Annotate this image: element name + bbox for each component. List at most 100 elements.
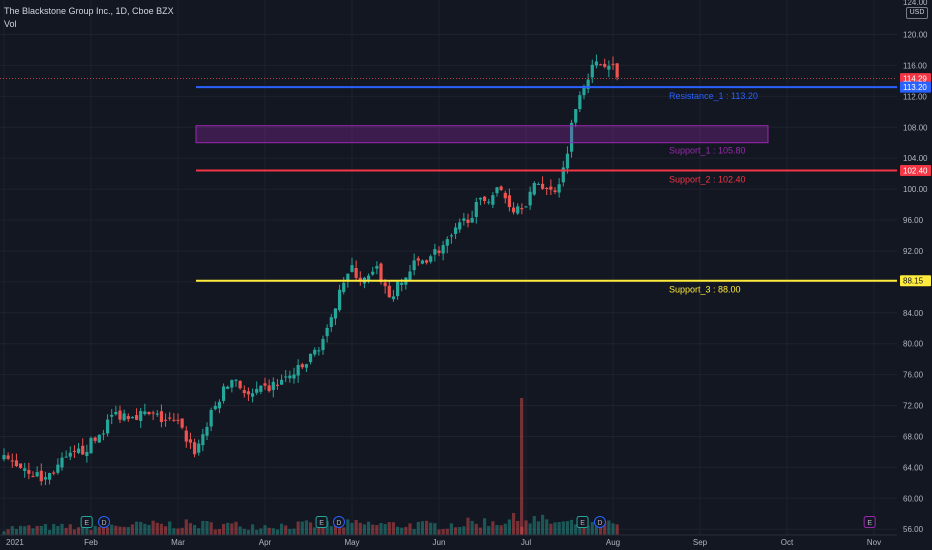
volume-bar (470, 520, 474, 535)
price-axis-tick: 100.00 (903, 185, 928, 194)
candle-up (441, 245, 445, 254)
candle-up (114, 411, 118, 415)
earnings-marker (863, 516, 876, 528)
candle-down (163, 419, 168, 421)
volume-bar (296, 521, 300, 535)
time-axis-label: Feb (84, 538, 98, 547)
earnings-marker (576, 516, 589, 528)
volume-bar (205, 520, 209, 535)
candle-down (18, 463, 23, 468)
candle-down (354, 268, 358, 278)
volume-bar (453, 527, 458, 535)
candle-up (143, 411, 147, 415)
candle-up (259, 385, 263, 392)
volume-bar (14, 528, 19, 535)
volume-bar (408, 523, 412, 535)
candle-up (97, 434, 101, 443)
chart-symbol-title: The Blackstone Group Inc., 1D, Cboe BZX (4, 6, 174, 16)
candle-up (557, 184, 561, 193)
candle-up (487, 201, 491, 203)
candle-up (197, 443, 201, 453)
volume-bar (379, 522, 383, 535)
price-badge (900, 73, 931, 85)
candle-up (474, 202, 478, 217)
volume-bar (499, 525, 503, 535)
candle-down (540, 183, 545, 189)
candle-down (499, 186, 503, 191)
price-axis-tick: 68.00 (903, 432, 924, 441)
volume-bar (168, 521, 172, 535)
candle-up (462, 218, 466, 221)
volume-bar (569, 519, 574, 535)
candle-down (39, 470, 43, 482)
candle-up (89, 437, 93, 454)
volume-bar (209, 522, 213, 535)
candle-down (151, 412, 155, 414)
currency-badge[interactable]: USD (906, 7, 928, 19)
level-label: Resistance_1 : 113.20 (669, 91, 758, 101)
volume-bar (553, 522, 557, 535)
price-axis-tick: 92.00 (903, 247, 924, 256)
volume-bar (23, 526, 27, 535)
volume-bar (288, 528, 292, 535)
volume-bar (611, 523, 615, 535)
volume-bar (89, 530, 93, 535)
volume-bar (516, 520, 520, 535)
volume-bar (31, 528, 35, 535)
volume-bar (27, 525, 31, 535)
volume-bar (524, 520, 528, 535)
volume-bar (574, 524, 578, 535)
candle-up (329, 317, 333, 328)
volume-bar (184, 519, 188, 535)
candle-up (201, 434, 205, 446)
candle-down (242, 390, 246, 394)
price-axis-tick: 56.00 (903, 525, 924, 534)
candle-up (594, 61, 599, 66)
candle-up (516, 206, 520, 214)
price-badge (900, 81, 931, 93)
candle-down (482, 196, 487, 202)
volume-bar (6, 529, 10, 535)
candle-up (130, 417, 135, 419)
candle-down (300, 364, 304, 368)
volume-bar (404, 526, 408, 535)
volume-bar (321, 527, 325, 535)
volume-bar (337, 522, 342, 535)
volume-bar (304, 520, 309, 535)
price-axis-tick: 108.00 (903, 123, 928, 132)
candle-up (284, 376, 288, 378)
volume-bar (43, 524, 48, 535)
candle-up (569, 122, 574, 152)
candle-up (2, 455, 6, 460)
volume-bar (267, 527, 271, 535)
volume-bar (582, 525, 586, 535)
candle-up (122, 413, 126, 421)
candle-down (598, 64, 603, 66)
candle-down (238, 380, 242, 389)
volume-bar (487, 526, 491, 535)
volume-bar (114, 525, 118, 535)
candle-down (511, 207, 516, 213)
volume-bar (615, 524, 619, 535)
volume-bar (246, 529, 251, 535)
candle-down (503, 192, 507, 199)
candle-down (520, 208, 524, 210)
price-badge-label: 88.15 (903, 277, 924, 286)
volume-bar (10, 526, 14, 535)
volume-bar (520, 526, 524, 535)
candle-up (607, 65, 611, 70)
earnings-marker (80, 516, 93, 528)
volume-bar (118, 526, 122, 535)
candle-up (433, 249, 437, 255)
time-axis-label: Mar (171, 538, 185, 547)
time-axis-label: May (344, 538, 359, 547)
volume-bar (68, 524, 72, 535)
candle-down (466, 219, 470, 223)
candle-up (532, 182, 536, 195)
level-label: Support_2 : 102.40 (669, 175, 746, 185)
volume-bar (159, 523, 164, 535)
volume-bar (85, 524, 89, 535)
candle-up (313, 349, 317, 355)
candle-down (246, 391, 251, 395)
